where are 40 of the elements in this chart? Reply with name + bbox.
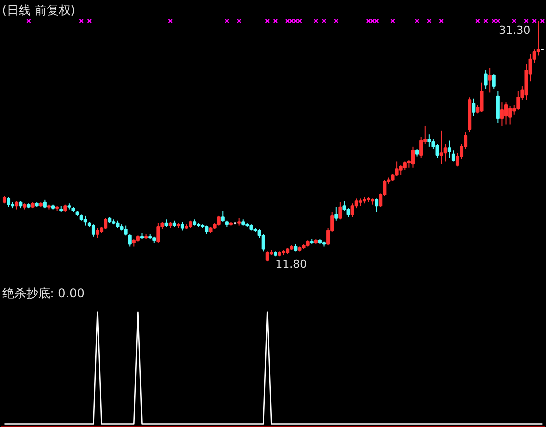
- candlestick: [496, 90, 500, 124]
- candlestick: [104, 218, 108, 230]
- candlestick: [156, 222, 160, 244]
- candlestick: [480, 82, 484, 113]
- candlestick: [217, 215, 221, 226]
- candlestick: [452, 150, 456, 162]
- candlestick: [334, 206, 338, 222]
- candlestick: [448, 140, 452, 159]
- candlestick: [484, 70, 488, 90]
- annotation: 31.30: [499, 24, 531, 38]
- annotation: 11.80: [276, 258, 308, 272]
- candlestick: [124, 225, 128, 236]
- candlestick: [440, 130, 444, 165]
- candlestick: [375, 198, 379, 213]
- candlestick: [420, 136, 424, 159]
- candlestick: [436, 144, 440, 159]
- candlestick: [536, 20, 540, 56]
- candlestick: [96, 228, 100, 239]
- candlestick: [504, 102, 508, 126]
- candlestick: [399, 164, 403, 176]
- candlestick: [266, 251, 270, 262]
- candlestick: [7, 196, 11, 208]
- candlestick: [92, 224, 96, 238]
- candlestick: [492, 74, 496, 90]
- candlestick: [508, 106, 512, 126]
- candlestick: [221, 210, 225, 223]
- candlestick: [342, 200, 346, 212]
- candlestick: [128, 234, 132, 248]
- candlestick: [411, 146, 415, 168]
- candlestick: [262, 234, 266, 252]
- candlestick: [500, 102, 504, 126]
- candlestick: [338, 202, 342, 220]
- chart-title: 绝杀抄底: 0.00: [2, 286, 85, 300]
- candlestick: [444, 144, 448, 162]
- candlestick: [472, 98, 476, 117]
- candlestick: [488, 68, 492, 94]
- chart-title: (日线 前复权): [2, 4, 76, 18]
- candlestick: [395, 161, 399, 178]
- candlestick: [84, 215, 88, 226]
- candlestick: [428, 134, 432, 148]
